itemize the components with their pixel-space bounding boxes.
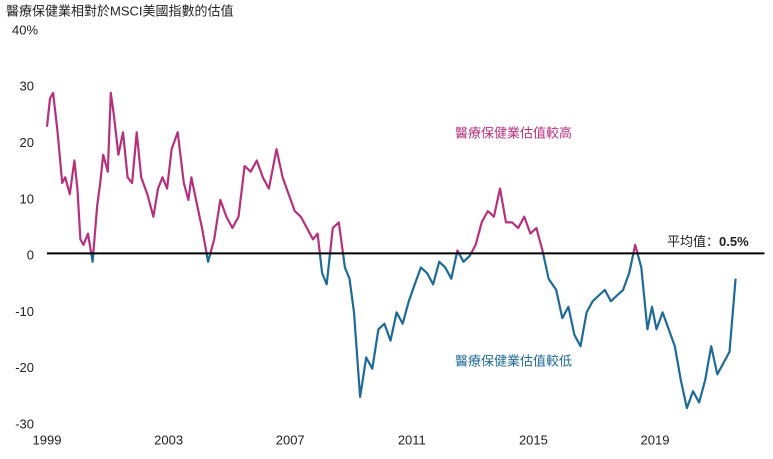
annotation-low: 醫療保健業估值較低 — [455, 353, 572, 368]
x-tick-label: 2019 — [641, 432, 670, 447]
x-tick-label: 2015 — [519, 432, 548, 447]
y-tick-label: 0 — [27, 248, 34, 263]
valuation-line — [45, 91, 737, 410]
x-tick-label: 1999 — [33, 432, 62, 447]
y-tick-label: 40% — [12, 22, 38, 37]
annotation-high: 醫療保健業估值較高 — [455, 125, 572, 140]
mean-value-label: 0.5% — [719, 234, 749, 249]
y-tick-label: -10 — [15, 304, 34, 319]
mean-label: 平均值： — [667, 234, 719, 249]
y-tick-label: 10 — [20, 191, 34, 206]
x-tick-label: 2003 — [154, 432, 183, 447]
y-tick-label: 30 — [20, 79, 34, 94]
x-tick-label: 2007 — [276, 432, 305, 447]
y-tick-label: 20 — [20, 135, 34, 150]
chart-title: 醫療保健業相對於MSCI美國指數的估值 — [6, 3, 234, 18]
y-tick-label: -20 — [15, 360, 34, 375]
y-tick-label: -30 — [15, 416, 34, 431]
x-tick-label: 2011 — [398, 432, 426, 447]
